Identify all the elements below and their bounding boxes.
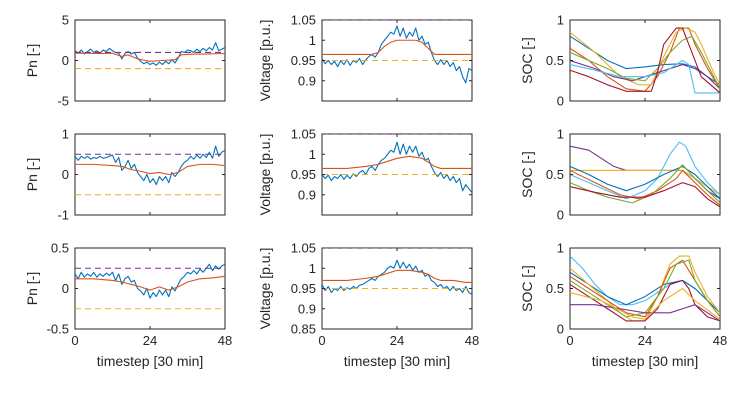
x-tick-label: 24 [638,333,652,348]
y-tick-label: 0 [62,167,69,182]
y-tick-label: 0.5 [546,281,564,296]
y-tick-label: 0.9 [298,73,316,88]
y-tick-label: 0.95 [291,281,316,296]
y-tick-label: -0.5 [47,322,69,337]
series-line [570,287,720,320]
axes-box [74,133,226,216]
series-line [570,27,720,94]
series-line [570,27,720,92]
series-line [75,52,225,62]
series-line [322,39,472,55]
y-axis-label: Pn [-] [24,272,40,305]
y-tick-label: 0 [62,53,69,68]
chart-panel: 0 0.5 1 SOC [-] [519,13,721,109]
chart-panel: -1 0 1 Pn [-] [24,127,226,223]
y-tick-label: 0 [557,322,564,337]
y-axis-label: Voltage [p.u.] [257,134,273,216]
x-axis-label: timestep [30 min] [344,353,451,369]
x-axis-label: timestep [30 min] [592,353,699,369]
series-line [322,155,472,169]
x-axis-label: timestep [30 min] [97,353,204,369]
series-line [570,35,720,86]
chart-panel: 0 0.5 1 SOC [-] [519,127,721,223]
chart-panel: 0.9 0.95 1 1.05 Voltage [p.u.] [257,13,473,102]
series-line [570,304,720,322]
series-line [75,275,225,291]
y-tick-label: 1 [309,261,316,276]
y-axis-label: Voltage [p.u.] [257,248,273,330]
series-line [570,165,720,200]
x-tick-label: 48 [218,333,232,348]
y-axis-label: SOC [-] [519,265,535,312]
y-tick-label: 1 [309,33,316,48]
axes-box [74,19,226,102]
y-tick-label: 0 [62,281,69,296]
axes-box [569,19,721,102]
y-tick-label: 1 [557,13,564,28]
series-line [75,263,225,299]
series-line [570,164,720,204]
y-axis-label: Voltage [p.u.] [257,20,273,102]
series-line [322,141,472,194]
series-line [570,141,720,200]
series-line [570,169,720,206]
y-tick-label: 0.95 [291,53,316,68]
y-tick-label: -1 [57,208,69,223]
y-axis-label: Pn [-] [24,158,40,191]
series-line [570,259,720,318]
y-tick-label: 1 [557,241,564,256]
axes-box [74,247,226,330]
x-tick-label: 24 [390,333,404,348]
y-tick-label: -5 [57,94,69,109]
x-tick-label: 48 [465,333,479,348]
series-line [322,269,472,283]
axes-box [569,133,721,216]
y-tick-label: 0.5 [546,167,564,182]
series-line [570,59,720,94]
y-tick-label: 0.5 [546,53,564,68]
x-tick-label: 0 [318,333,325,348]
series-line [75,145,225,186]
y-tick-label: 1 [557,127,564,142]
y-tick-label: 0.95 [291,167,316,182]
y-axis-label: Pn [-] [24,44,40,77]
x-tick-label: 24 [143,333,157,348]
y-tick-label: 0.9 [298,301,316,316]
series-line [322,259,472,296]
y-tick-label: 0 [557,94,564,109]
series-line [75,163,225,176]
series-line [570,35,720,90]
y-tick-label: 1 [62,127,69,142]
x-tick-label: 0 [71,333,78,348]
chart-panel: 0 0.5 1 0 24 48 SOC [-] timestep [30 min] [519,241,727,370]
y-tick-label: 1 [309,147,316,162]
y-tick-label: 1.05 [291,127,316,142]
series-line [570,255,720,322]
y-tick-label: 1.05 [291,241,316,256]
y-tick-label: 0.85 [291,322,316,337]
x-tick-label: 0 [566,333,573,348]
y-axis-label: SOC [-] [519,151,535,198]
y-tick-label: 1.05 [291,13,316,28]
x-tick-label: 48 [713,333,727,348]
y-tick-label: 0 [557,208,564,223]
y-axis-label: SOC [-] [519,37,535,84]
y-tick-label: 5 [62,13,69,28]
series-line [570,259,720,318]
chart-panel: -5 0 5 Pn [-] [24,13,226,109]
series-line [570,271,720,314]
y-tick-label: 0.9 [298,187,316,202]
series-line [570,182,720,208]
y-tick-label: 0.5 [51,241,69,256]
chart-panel: 0.85 0.9 0.95 1 1.05 0 24 48 Voltage [p.u.] times… [257,241,479,370]
chart-panel: 0.9 0.95 1 1.05 Voltage [p.u.] [257,127,473,216]
